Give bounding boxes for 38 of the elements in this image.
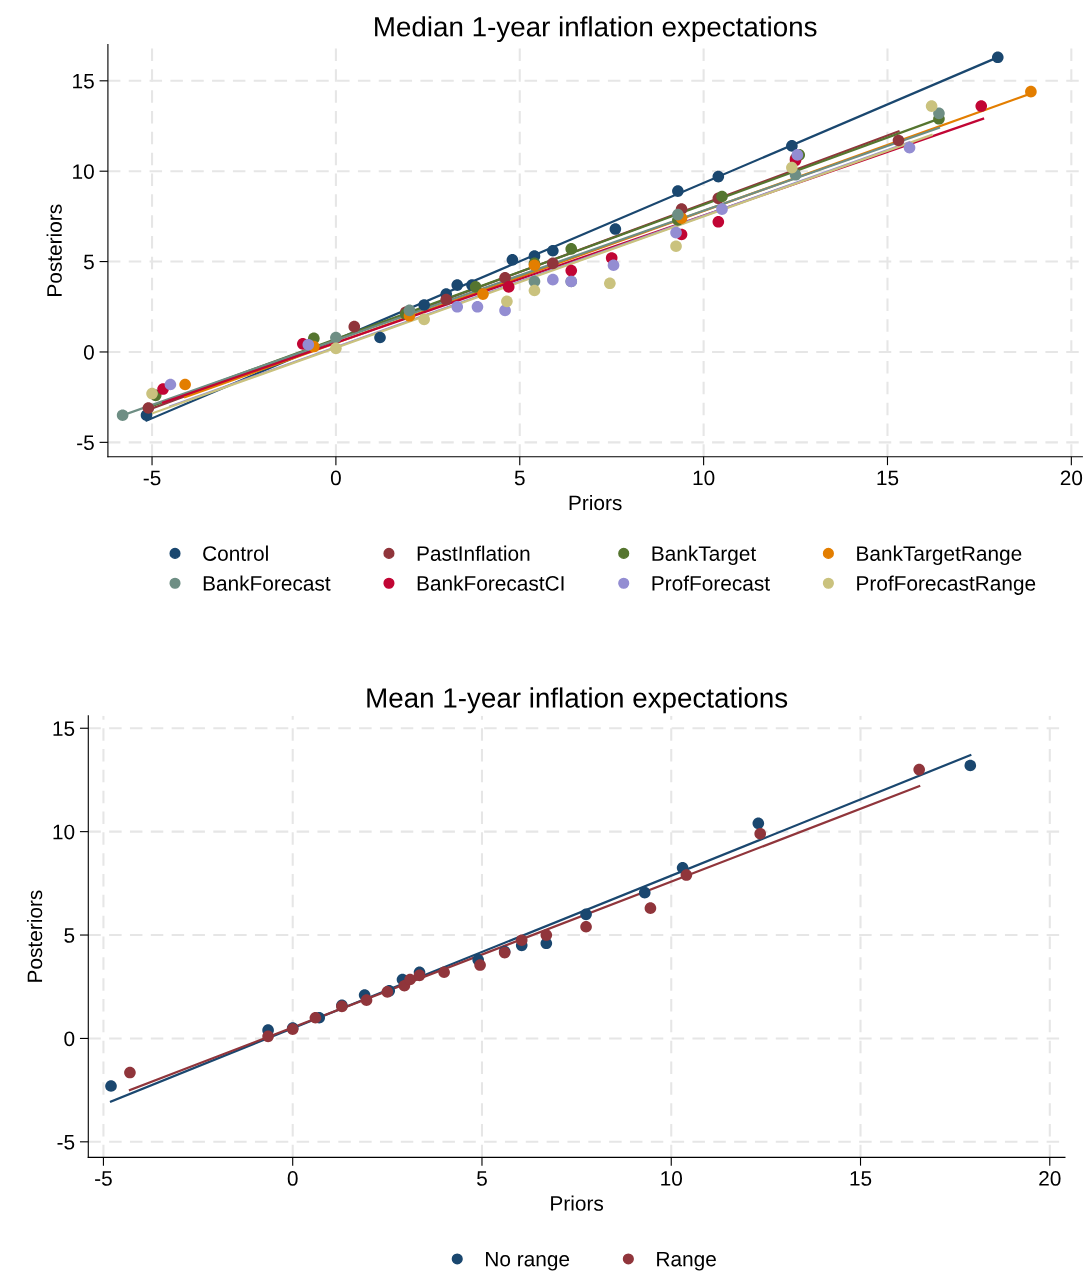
y-tick-label: 5 xyxy=(64,928,75,943)
legend-label: BankForecastCI xyxy=(417,575,564,591)
x-tick-label: 10 xyxy=(661,1171,683,1186)
legend-label: BankTargetRange xyxy=(857,545,1022,566)
y-axis-title: Posteriors xyxy=(46,204,62,296)
y-tick-label: 0 xyxy=(83,344,94,360)
legend-label: ProfForecastRange xyxy=(857,575,1036,595)
x-tick-label: 5 xyxy=(514,470,525,486)
legend-label: No range xyxy=(486,1251,570,1271)
x-axis-title: Priors xyxy=(569,494,622,511)
x-tick-label: -5 xyxy=(95,1171,112,1186)
legend-label: Control xyxy=(203,545,268,561)
y-tick-label: 15 xyxy=(53,721,75,736)
y-tick-label: 5 xyxy=(83,254,94,270)
x-tick-label: 20 xyxy=(1060,470,1083,486)
chart-title: Mean 1-year inflation expectations xyxy=(367,687,788,714)
legend-label: ProfForecast xyxy=(652,575,770,591)
x-tick-label: -5 xyxy=(143,470,161,486)
chart-title: Median 1-year inflation expectations xyxy=(375,16,817,43)
x-tick-label: 0 xyxy=(330,470,341,486)
legend-label: BankTarget xyxy=(652,545,757,566)
x-tick-label: 10 xyxy=(693,470,715,486)
x-tick-label: 0 xyxy=(287,1171,298,1186)
x-axis-title: Priors xyxy=(551,1195,604,1211)
y-axis-title: Posteriors xyxy=(26,890,43,982)
x-tick-label: 15 xyxy=(877,470,899,486)
y-tick-label: 15 xyxy=(73,74,94,89)
y-tick-label: 0 xyxy=(64,1031,75,1047)
y-tick-label: 10 xyxy=(73,164,94,179)
x-tick-label: 20 xyxy=(1039,1171,1061,1186)
legend-label: PastInflation xyxy=(417,545,530,561)
legend-label: Range xyxy=(657,1251,716,1271)
y-tick-label: 10 xyxy=(53,824,75,840)
x-tick-label: 5 xyxy=(477,1171,487,1186)
legend-label: BankForecast xyxy=(203,575,331,591)
x-tick-label: 15 xyxy=(850,1171,872,1186)
y-tick-label: -5 xyxy=(77,435,94,451)
y-tick-label: -5 xyxy=(57,1135,75,1150)
